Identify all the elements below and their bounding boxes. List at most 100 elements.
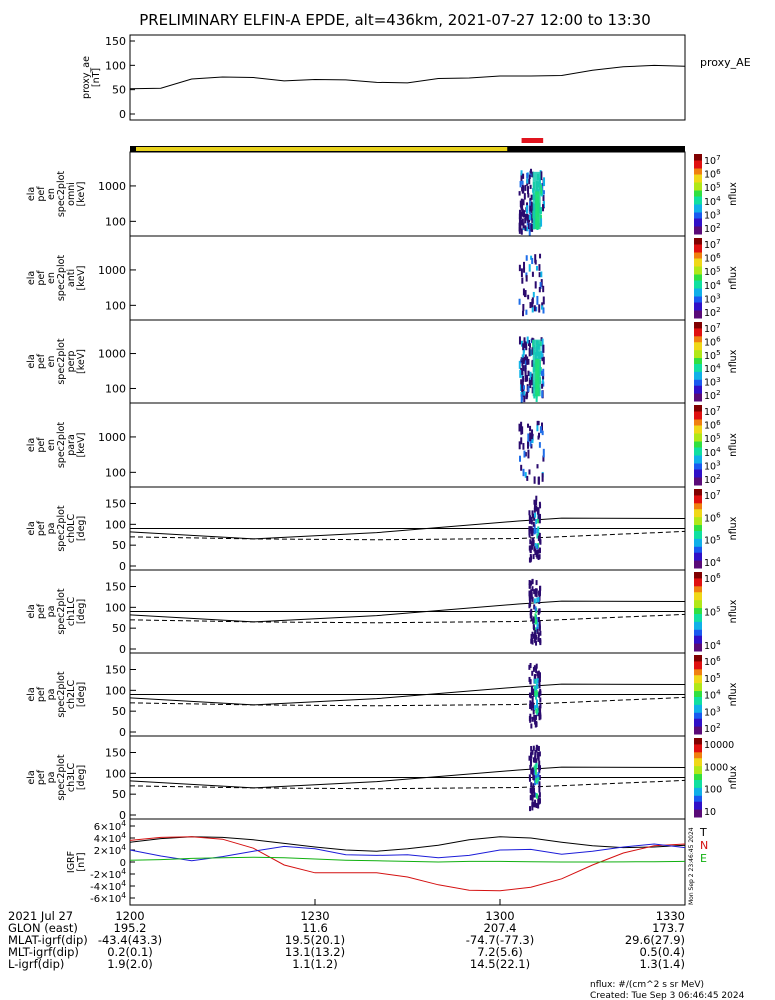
colorbar-segment xyxy=(694,789,702,792)
spectral-cell xyxy=(539,253,542,259)
colorbar-segment xyxy=(694,795,702,798)
colorbar-tick-label: 104 xyxy=(704,688,721,702)
pitch-angle-cell xyxy=(531,790,534,796)
colorbar-segment xyxy=(694,593,702,597)
page-title: PRELIMINARY ELFIN-A EPDE, alt=436km, 202… xyxy=(139,11,651,29)
colorbar-segment xyxy=(694,465,702,468)
colorbar-segment xyxy=(694,232,702,235)
colorbar-tick-label: 107 xyxy=(704,488,721,502)
colorbar-segment xyxy=(694,706,702,709)
spectral-cell xyxy=(518,191,521,196)
spectral-cell xyxy=(531,297,534,304)
colorbar-label: nflux xyxy=(728,765,739,789)
colorbar-segment xyxy=(694,461,702,464)
colorbar-segment xyxy=(694,676,702,680)
colorbar-segment xyxy=(694,749,702,753)
footer-value: 29.6(27.9) xyxy=(625,933,685,947)
colorbar-segment xyxy=(694,158,702,161)
spectral-cell xyxy=(524,375,527,382)
y-tick-label: 0 xyxy=(119,560,126,573)
y-tick-label: 150 xyxy=(105,581,126,594)
spectral-cell xyxy=(525,275,528,282)
colorbar-segment xyxy=(694,809,702,812)
colorbar-segment xyxy=(694,704,702,707)
spectrogram-panel: 100 1000 xyxy=(98,319,686,404)
colorbar-segment xyxy=(694,536,702,539)
colorbar-segment xyxy=(694,783,702,786)
colorbar-segment xyxy=(694,554,702,557)
spectral-cell xyxy=(520,437,523,445)
colorbar-segment xyxy=(694,550,702,553)
colorbar-segment xyxy=(694,407,702,410)
spectral-cell xyxy=(531,379,534,386)
colorbar-segment xyxy=(694,757,702,761)
colorbar-segment xyxy=(694,552,702,555)
spectral-cell xyxy=(521,426,524,434)
pitch-angle-cell xyxy=(536,597,539,603)
spectral-cell xyxy=(525,272,528,278)
colorbar-tick-label: 105 xyxy=(704,431,721,445)
colorbar-segment xyxy=(694,724,702,727)
colorbar-segment xyxy=(694,597,702,601)
pitch-angle-cell xyxy=(535,580,538,586)
y-axis-label-line: spec2plot xyxy=(56,754,67,801)
y-axis-label-line: pa xyxy=(46,772,57,784)
colorbar-segment xyxy=(694,389,702,392)
spectrogram-panel: 0 50 100 150 xyxy=(105,652,686,739)
colorbar-segment xyxy=(694,581,702,585)
pitch-angle-cell xyxy=(534,591,537,597)
colorbar-segment xyxy=(694,202,702,205)
colorbar-segment xyxy=(694,226,702,229)
colorbar-segment xyxy=(694,712,702,715)
colorbar-segment xyxy=(694,558,702,561)
colorbar-tick-label: 104 xyxy=(704,555,721,569)
pitch-angle-cell xyxy=(533,503,536,509)
pitch-angle-cell xyxy=(537,803,540,809)
colorbar-segment xyxy=(694,164,702,167)
spectral-cell xyxy=(518,360,521,369)
pitch-angle-cell xyxy=(537,771,540,777)
colorbar-segment xyxy=(694,345,702,349)
pitch-angle-cell xyxy=(531,631,534,637)
pitch-angle-cell xyxy=(531,767,534,773)
spectral-cell xyxy=(520,204,523,209)
spectral-cell xyxy=(530,349,533,356)
pitch-angle-cell xyxy=(533,499,536,505)
colorbar-segment xyxy=(694,781,702,784)
pitch-angle-cell xyxy=(536,550,539,556)
spectral-cell xyxy=(520,464,523,471)
spectral-cell xyxy=(530,201,533,206)
pitch-angle-cell xyxy=(529,613,532,619)
pitch-angle-cell xyxy=(532,521,535,527)
colorbar-segment xyxy=(694,643,702,646)
spectral-cell xyxy=(527,223,530,230)
spectral-cell xyxy=(540,207,543,214)
spectral-cell xyxy=(521,369,524,376)
colorbar-segment xyxy=(694,718,702,721)
colorbar-segment xyxy=(694,720,702,723)
colorbar-segment xyxy=(694,453,702,456)
colorbar-segment xyxy=(694,166,702,169)
colorbar-segment xyxy=(694,469,702,472)
pitch-angle-cell xyxy=(538,590,541,596)
spectral-cell xyxy=(538,272,541,278)
pitch-angle-cell xyxy=(535,663,538,669)
pitch-angle-cell xyxy=(538,548,541,554)
created-note: Created: Tue Sep 3 06:46:45 2024 xyxy=(590,991,745,1000)
spectral-cell xyxy=(529,425,532,432)
spectral-cell xyxy=(518,213,521,220)
pitch-angle-cell xyxy=(539,513,542,519)
colorbar-segment xyxy=(694,206,702,209)
spectral-cell xyxy=(522,211,525,218)
colorbar-segment xyxy=(694,599,702,603)
pitch-angle-cell xyxy=(535,634,538,640)
colorbar-segment xyxy=(694,312,702,315)
colorbar-segment xyxy=(694,714,702,717)
y-tick-label: 6×104 xyxy=(94,819,126,833)
footer-value: 1.1(1.2) xyxy=(292,957,338,971)
colorbar-segment xyxy=(694,722,702,725)
y-axis-label-line: spec2plot xyxy=(56,171,67,218)
pitch-angle-cell xyxy=(535,640,538,646)
colorbar-segment xyxy=(694,728,702,731)
